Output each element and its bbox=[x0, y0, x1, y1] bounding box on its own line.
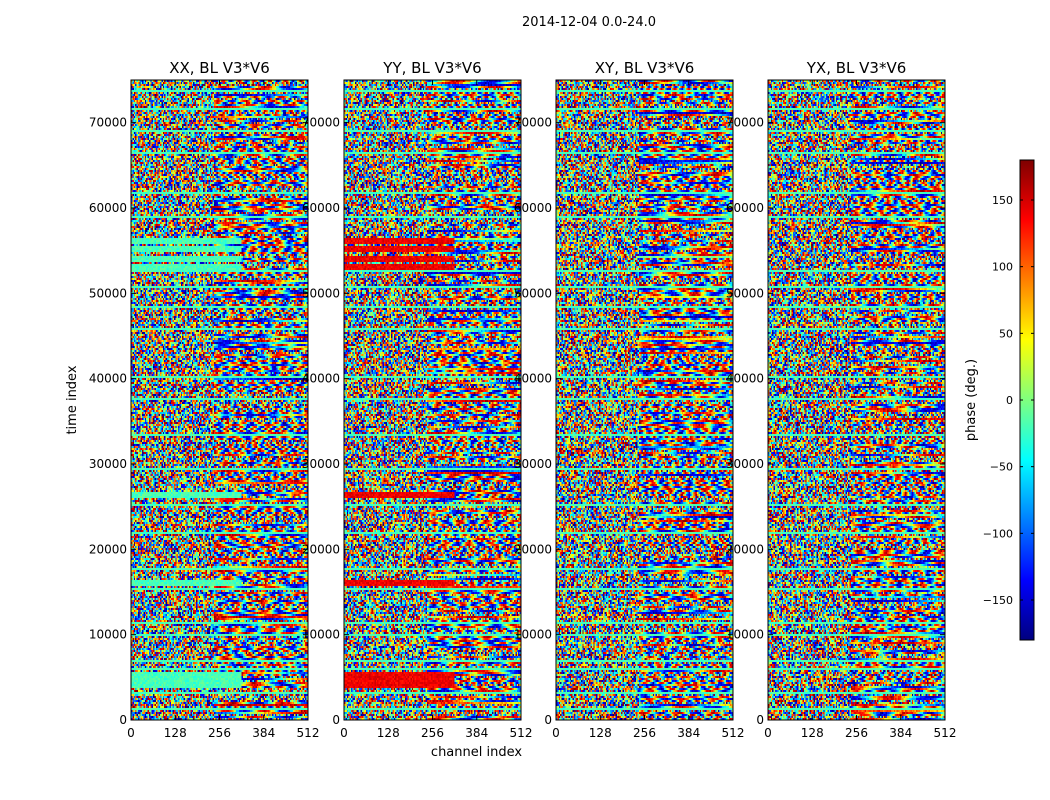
y-tick-label: 70000 bbox=[514, 116, 552, 130]
y-tick-label: 40000 bbox=[514, 372, 552, 386]
panel-2: XY, BL V3*V6 0 128 256 384 512 0 10000 20000 3000… bbox=[514, 59, 745, 740]
x-tick-label: 384 bbox=[889, 726, 912, 740]
y-tick-label: 60000 bbox=[302, 201, 340, 215]
y-tick-label: 40000 bbox=[89, 372, 127, 386]
y-tick-label: 0 bbox=[119, 713, 127, 727]
x-tick-label: 128 bbox=[801, 726, 824, 740]
x-tick-label: 256 bbox=[208, 726, 231, 740]
y-tick-label: 20000 bbox=[514, 542, 552, 556]
y-tick-label: 40000 bbox=[302, 372, 340, 386]
heatmap-image bbox=[556, 80, 733, 720]
colorbar-tick-label: 150 bbox=[992, 194, 1013, 207]
y-tick-label: 50000 bbox=[514, 286, 552, 300]
y-tick-label: 60000 bbox=[514, 201, 552, 215]
x-tick-label: 0 bbox=[127, 726, 135, 740]
x-tick-label: 512 bbox=[722, 726, 745, 740]
x-tick-label: 0 bbox=[340, 726, 348, 740]
x-tick-label: 512 bbox=[934, 726, 957, 740]
panel-3: YX, BL V3*V6 0 128 256 384 512 0 10000 20000 3000… bbox=[726, 59, 957, 740]
x-tick-label: 384 bbox=[465, 726, 488, 740]
x-tick-label: 256 bbox=[633, 726, 656, 740]
colorbar-tick-label: −50 bbox=[990, 461, 1013, 474]
colorbar-tick-label: 0 bbox=[1006, 394, 1013, 407]
y-tick-label: 30000 bbox=[302, 457, 340, 471]
y-tick-label: 30000 bbox=[89, 457, 127, 471]
x-tick-label: 512 bbox=[510, 726, 533, 740]
panel-1: YY, BL V3*V6 0 128 256 384 512 0 10000 20000 3000… bbox=[302, 59, 533, 760]
y-axis-label: time index bbox=[65, 365, 80, 434]
x-tick-label: 128 bbox=[377, 726, 400, 740]
y-tick-label: 20000 bbox=[302, 542, 340, 556]
x-tick-label: 0 bbox=[764, 726, 772, 740]
y-tick-label: 0 bbox=[544, 713, 552, 727]
panel-0: XX, BL V3*V6 0 128 256 384 512 0 10000 20000 3000… bbox=[65, 59, 319, 740]
phase-colorbar: 150 100 50 0 −50 −100 −150 phase (deg.) bbox=[964, 159, 1035, 641]
x-tick-label: 384 bbox=[677, 726, 700, 740]
heatmap-image bbox=[344, 80, 521, 720]
colorbar-label: phase (deg.) bbox=[964, 359, 979, 441]
y-tick-label: 0 bbox=[756, 713, 764, 727]
y-tick-label: 50000 bbox=[726, 286, 764, 300]
x-tick-label: 256 bbox=[845, 726, 868, 740]
heatmap-image bbox=[768, 80, 945, 720]
heatmap-panels: XX, BL V3*V6 0 128 256 384 512 0 10000 20000 3000… bbox=[65, 59, 956, 760]
colorbar-tick-label: −100 bbox=[983, 527, 1013, 540]
x-tick-label: 256 bbox=[421, 726, 444, 740]
colorbar-ticks: 150 100 50 0 −50 −100 −150 bbox=[983, 194, 1034, 607]
y-tick-label: 30000 bbox=[726, 457, 764, 471]
x-tick-label: 512 bbox=[297, 726, 320, 740]
y-tick-label: 0 bbox=[332, 713, 340, 727]
panel-title: YX, BL V3*V6 bbox=[806, 59, 907, 77]
y-tick-label: 20000 bbox=[726, 542, 764, 556]
panel-title: XY, BL V3*V6 bbox=[595, 59, 695, 77]
y-tick-label: 70000 bbox=[89, 116, 127, 130]
y-tick-label: 30000 bbox=[514, 457, 552, 471]
y-tick-label: 20000 bbox=[89, 542, 127, 556]
y-tick-label: 10000 bbox=[514, 628, 552, 642]
x-axis-label: channel index bbox=[431, 745, 522, 760]
x-tick-label: 384 bbox=[252, 726, 275, 740]
panel-title: YY, BL V3*V6 bbox=[382, 59, 481, 77]
heatmap-image bbox=[131, 80, 308, 720]
x-tick-label: 128 bbox=[589, 726, 612, 740]
y-tick-label: 40000 bbox=[726, 372, 764, 386]
colorbar-tick-label: 100 bbox=[992, 261, 1013, 274]
y-tick-label: 10000 bbox=[89, 628, 127, 642]
colorbar-tick-label: −150 bbox=[983, 594, 1013, 607]
y-tick-label: 10000 bbox=[302, 628, 340, 642]
y-tick-label: 10000 bbox=[726, 628, 764, 642]
panel-title: XX, BL V3*V6 bbox=[169, 59, 270, 77]
y-tick-label: 70000 bbox=[302, 116, 340, 130]
y-tick-label: 50000 bbox=[302, 286, 340, 300]
x-tick-label: 0 bbox=[552, 726, 560, 740]
figure-suptitle: 2014-12-04 0.0-24.0 bbox=[522, 15, 656, 30]
y-tick-label: 60000 bbox=[726, 201, 764, 215]
colorbar-tick-label: 50 bbox=[999, 327, 1013, 340]
y-tick-label: 70000 bbox=[726, 116, 764, 130]
y-tick-label: 60000 bbox=[89, 201, 127, 215]
x-tick-label: 128 bbox=[164, 726, 187, 740]
y-tick-label: 50000 bbox=[89, 286, 127, 300]
